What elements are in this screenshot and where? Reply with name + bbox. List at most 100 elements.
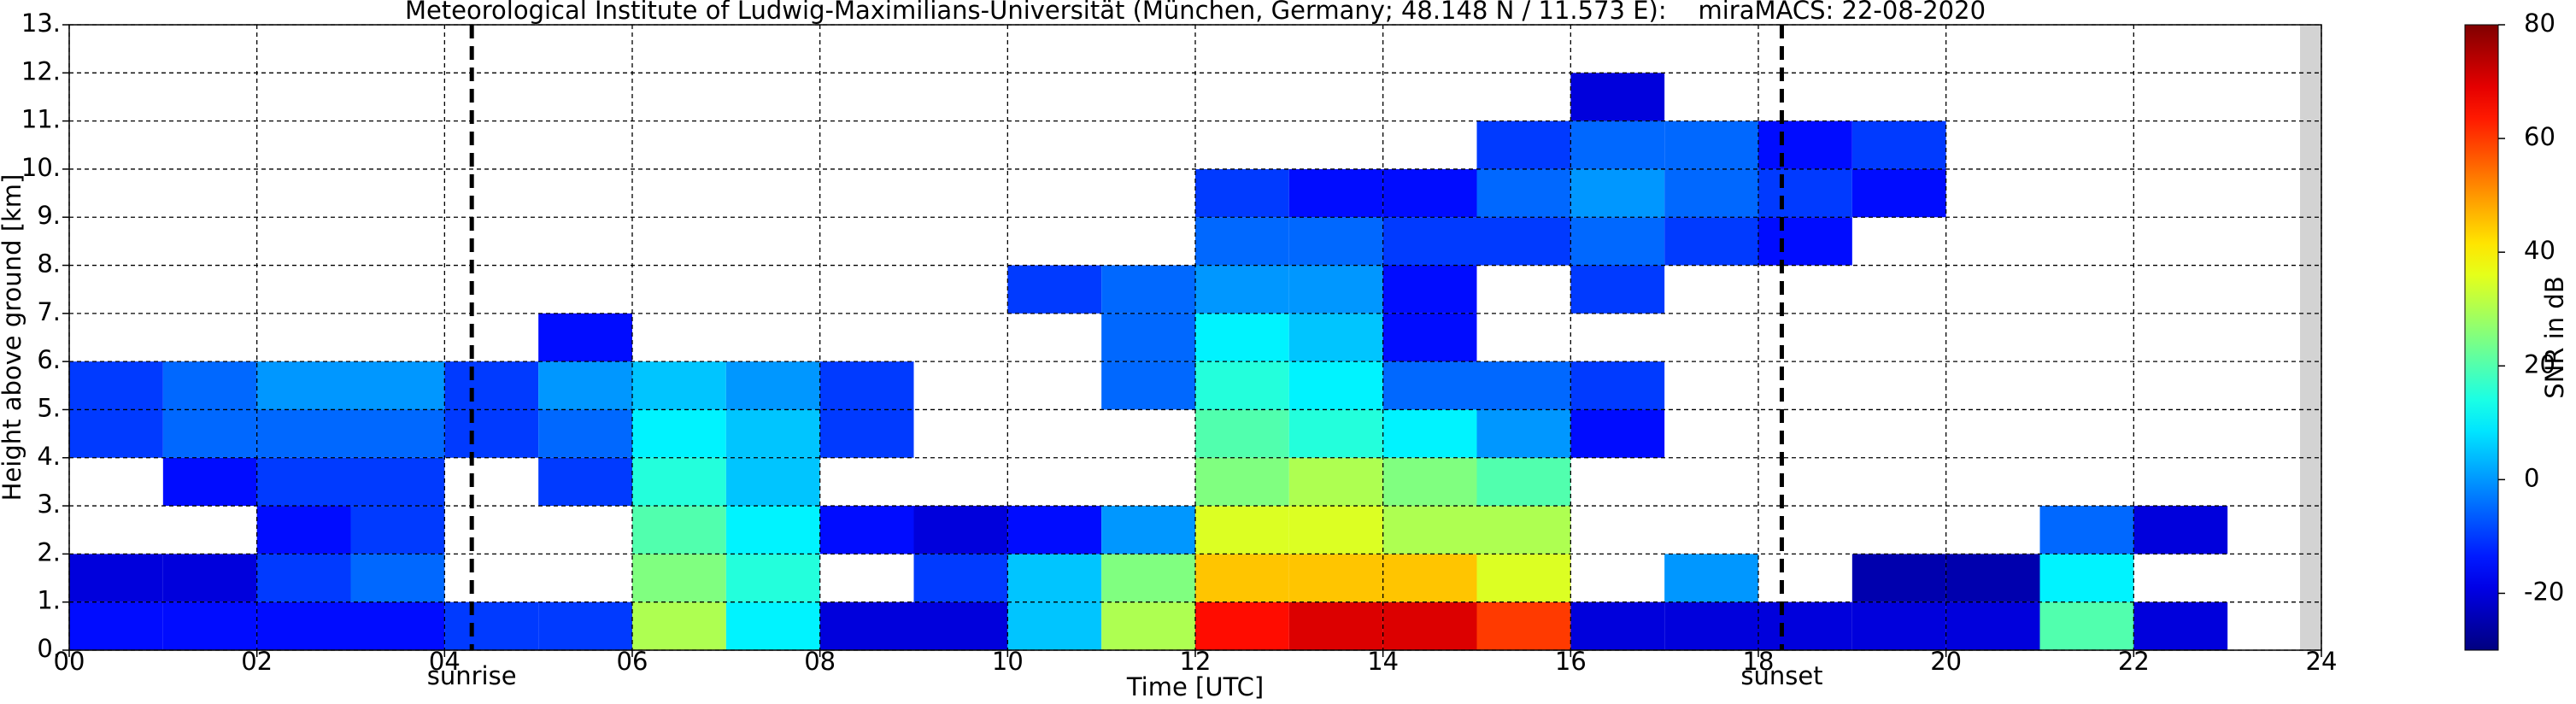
- cell: [256, 554, 351, 602]
- cell: [162, 361, 257, 410]
- no-data-band: [2300, 25, 2321, 650]
- cell: [1195, 457, 1289, 507]
- cell: [1195, 265, 1289, 314]
- x-tick-label: 00: [54, 647, 85, 676]
- y-tick-label: 6.: [37, 345, 61, 374]
- cell: [444, 409, 539, 458]
- cell: [1195, 168, 1289, 218]
- y-tick-label: 11.: [21, 105, 61, 134]
- cell: [256, 361, 351, 410]
- cell: [1945, 554, 2040, 602]
- cell: [1476, 217, 1571, 266]
- cell: [1570, 265, 1665, 314]
- y-tick-label: 0.: [37, 634, 61, 663]
- colorbar-tick-label: -20: [2524, 577, 2564, 606]
- y-tick-label: 1.: [37, 586, 61, 615]
- cell: [350, 361, 445, 410]
- cell: [725, 506, 820, 554]
- cell: [1476, 120, 1571, 169]
- y-tick-label: 9.: [37, 201, 61, 230]
- cell: [1382, 265, 1477, 314]
- cell: [632, 554, 726, 602]
- heatmap: [69, 73, 2228, 650]
- cell: [1758, 217, 1852, 266]
- cell: [538, 361, 632, 410]
- cell: [1664, 120, 1758, 169]
- cell: [1382, 506, 1477, 554]
- cell: [2133, 601, 2228, 650]
- cell: [1382, 313, 1477, 362]
- cell: [1007, 554, 1102, 602]
- y-tick-label: 10.: [21, 153, 61, 182]
- cell: [1288, 265, 1383, 314]
- cell: [256, 457, 351, 507]
- cell: [162, 554, 257, 602]
- cell: [538, 601, 632, 650]
- y-tick-label: 7.: [37, 297, 61, 326]
- cell: [1570, 361, 1665, 410]
- cell: [1382, 601, 1477, 650]
- cell: [1476, 554, 1571, 602]
- cell: [350, 409, 445, 458]
- cell: [444, 601, 539, 650]
- cell: [632, 506, 726, 554]
- cell: [725, 554, 820, 602]
- x-tick-label: 20: [1930, 647, 1962, 676]
- cell: [1476, 506, 1571, 554]
- cell: [1195, 217, 1289, 266]
- colorbar-tick-label: 40: [2524, 236, 2555, 265]
- x-tick-label: 02: [241, 647, 273, 676]
- cell: [2039, 554, 2134, 602]
- x-tick-label: 18: [1743, 647, 1775, 676]
- cell: [1476, 168, 1571, 218]
- x-tick-label: 04: [429, 647, 461, 676]
- cell: [350, 554, 445, 602]
- cell: [2039, 506, 2134, 554]
- cell: [632, 361, 726, 410]
- cell: [1007, 601, 1102, 650]
- cell: [1007, 265, 1102, 314]
- plot-frame: [68, 24, 2322, 651]
- cell: [1664, 217, 1758, 266]
- colorbar-tick-label: 80: [2524, 9, 2555, 38]
- cell: [725, 361, 820, 410]
- cell: [632, 601, 726, 650]
- cell: [819, 601, 914, 650]
- colorbar: [2464, 24, 2499, 651]
- cell: [1382, 168, 1477, 218]
- cell: [819, 361, 914, 410]
- cell: [2039, 601, 2134, 650]
- cell: [1288, 457, 1383, 507]
- cell: [1288, 409, 1383, 458]
- cell: [913, 506, 1008, 554]
- cell: [1195, 313, 1289, 362]
- cell: [1101, 601, 1195, 650]
- cell: [725, 409, 820, 458]
- y-tick-label: 13.: [21, 9, 61, 38]
- y-tick-label: 5.: [37, 393, 61, 422]
- cell: [1288, 361, 1383, 410]
- cell: [1476, 409, 1571, 458]
- cell: [1288, 168, 1383, 218]
- cell: [1101, 506, 1195, 554]
- x-tick-label: 16: [1555, 647, 1587, 676]
- cell: [1195, 554, 1289, 602]
- cell: [1476, 457, 1571, 507]
- cell: [1664, 168, 1758, 218]
- cell: [1851, 554, 1946, 602]
- colorbar-label: SNR in dB: [2540, 276, 2569, 398]
- cell: [1570, 168, 1665, 218]
- cell: [1288, 313, 1383, 362]
- cell: [350, 457, 445, 507]
- cell: [1851, 120, 1946, 169]
- cell: [1476, 601, 1571, 650]
- cell: [162, 457, 257, 507]
- cell: [256, 506, 351, 554]
- x-tick-label: 22: [2118, 647, 2150, 676]
- cell: [1007, 506, 1102, 554]
- cell: [1101, 361, 1195, 410]
- annotation-label: sunset: [1740, 661, 1822, 690]
- annotation-label: sunrise: [427, 661, 517, 690]
- x-tick-label: 24: [2306, 647, 2338, 676]
- cell: [350, 506, 445, 554]
